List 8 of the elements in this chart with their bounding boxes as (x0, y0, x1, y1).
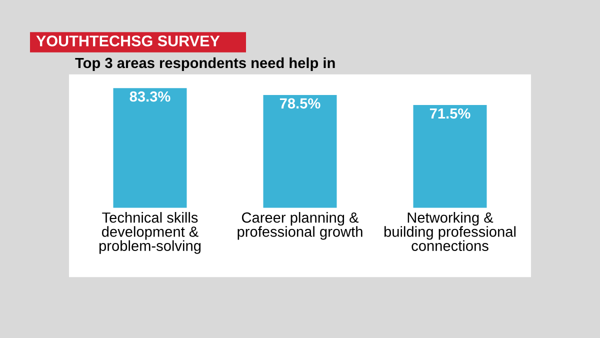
data-label: 83.3% (130, 91, 170, 102)
x-tick-label: Networking & building professional connections (384, 212, 516, 251)
data-label: 71.5% (430, 108, 470, 119)
data-label: 78.5% (280, 98, 320, 109)
x-tick-label: Career planning & professional growth (238, 212, 362, 240)
chart-title: YOUTHTECHSG SURVEY (36, 36, 220, 46)
chart-subtitle: Top 3 areas respondents need help in (75, 57, 335, 72)
x-tick-label: Technical skills development & problem-solving (99, 212, 201, 254)
